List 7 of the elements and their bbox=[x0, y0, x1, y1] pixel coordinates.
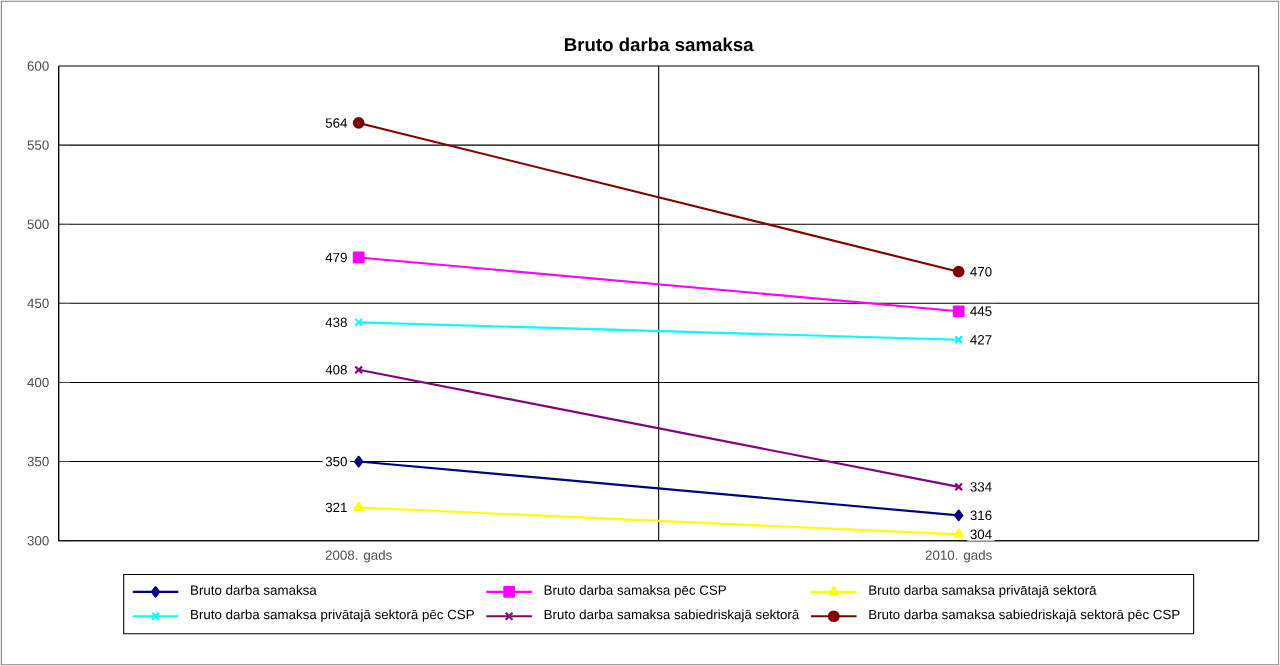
point bbox=[952, 305, 965, 318]
point bbox=[952, 265, 965, 278]
point bbox=[354, 455, 364, 468]
point bbox=[352, 117, 365, 129]
point bbox=[352, 251, 365, 264]
chart-title: Bruto darba samaksa bbox=[564, 37, 754, 52]
point bbox=[954, 509, 964, 522]
